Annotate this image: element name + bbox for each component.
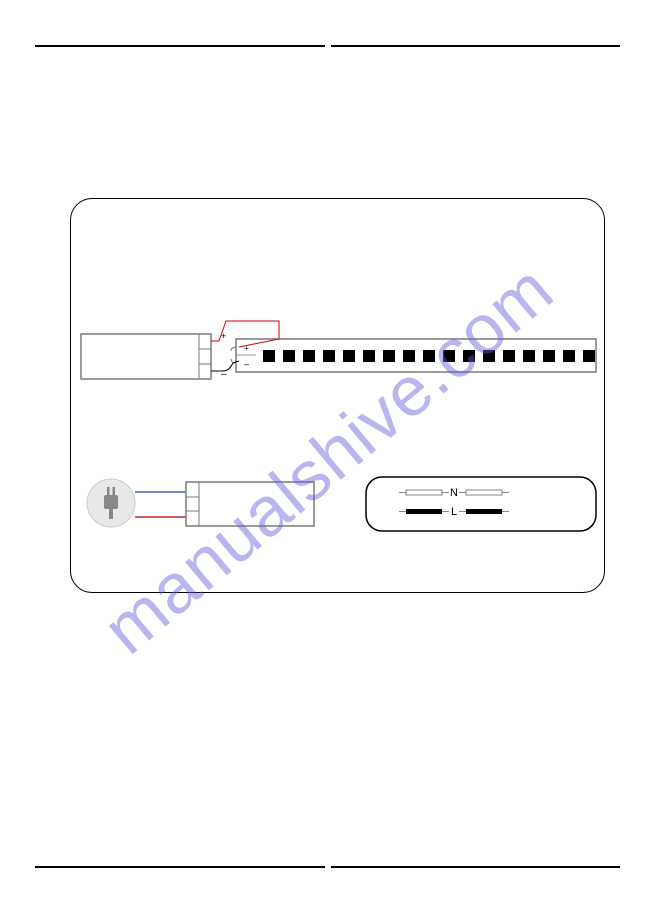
legend-live: L [399, 506, 509, 518]
led-chip [403, 350, 415, 362]
led-chip [443, 350, 455, 362]
led-chip [563, 350, 575, 362]
page-top-border [35, 45, 620, 47]
strip-minus-label: – [244, 359, 249, 369]
led-chip [263, 350, 275, 362]
page-bottom-border [35, 866, 620, 868]
led-chip [423, 350, 435, 362]
led-chip [363, 350, 375, 362]
led-chip [383, 350, 395, 362]
driver-box [81, 334, 211, 379]
led-chip [503, 350, 515, 362]
wiring-diagram-container: + – + – [70, 198, 605, 593]
legend-box [366, 477, 596, 531]
led-chip [523, 350, 535, 362]
legend-l-label: L [451, 506, 457, 518]
driver2-box [186, 482, 314, 526]
led-chips [263, 350, 595, 362]
led-chip [343, 350, 355, 362]
led-chip [483, 350, 495, 362]
led-chip [323, 350, 335, 362]
led-chip [283, 350, 295, 362]
led-chip [543, 350, 555, 362]
legend-neutral: N [399, 487, 509, 499]
wiring-diagram-svg: + – + – [71, 199, 606, 594]
led-chip [463, 350, 475, 362]
led-chip [583, 350, 595, 362]
legend-n-label: N [450, 487, 458, 499]
led-chip [303, 350, 315, 362]
